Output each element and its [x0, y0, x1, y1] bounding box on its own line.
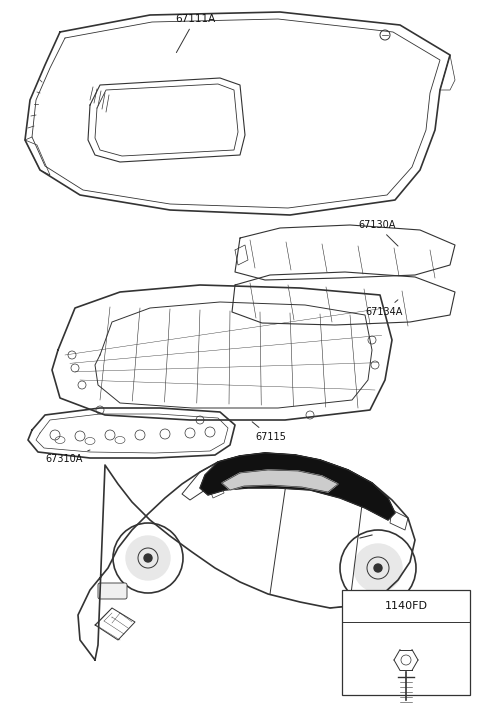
Text: 67130A: 67130A [358, 220, 398, 246]
Circle shape [144, 554, 152, 562]
Circle shape [374, 564, 382, 572]
Text: 67115: 67115 [252, 422, 286, 442]
Text: 67111A: 67111A [175, 14, 215, 53]
Text: 67310A: 67310A [45, 450, 90, 464]
Text: 1140FD: 1140FD [384, 601, 428, 611]
FancyBboxPatch shape [342, 590, 470, 695]
FancyBboxPatch shape [98, 583, 127, 599]
Circle shape [354, 544, 402, 592]
Polygon shape [200, 453, 395, 520]
Polygon shape [222, 470, 338, 492]
Circle shape [126, 536, 170, 580]
Text: 67134A: 67134A [365, 299, 402, 317]
